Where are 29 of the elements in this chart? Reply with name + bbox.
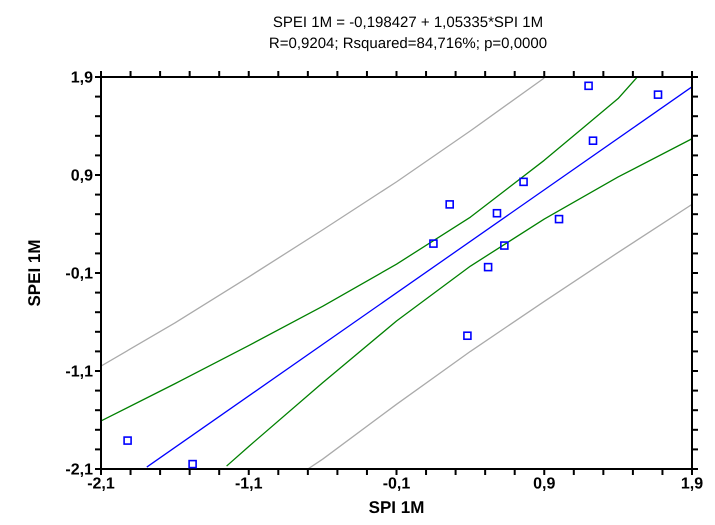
x-tick-label: 0,9: [533, 475, 556, 492]
point: [500, 241, 509, 250]
point: [463, 331, 472, 340]
point: [554, 214, 564, 224]
point: [188, 460, 197, 468]
point: [519, 178, 528, 186]
x-tick-label: 1,9: [680, 475, 704, 492]
line-series: [307, 204, 692, 469]
y-tick-label: -1,1: [65, 364, 94, 381]
point: [492, 208, 502, 218]
y-tick-label: 1,9: [70, 70, 94, 87]
point: [429, 239, 438, 248]
point: [584, 82, 593, 90]
x-tick-label: -0,1: [382, 475, 410, 492]
y-tick-label: -0,1: [65, 266, 94, 283]
point: [123, 436, 132, 445]
y-axis-title: SPEI 1M: [25, 239, 44, 307]
point: [654, 90, 662, 99]
chart-title: SPEI 1M = -0,198427 + 1,05335*SPI 1M: [272, 13, 544, 33]
point: [484, 262, 492, 272]
chart-subtitle: R=0,9204; Rsquared=84,716%; p=0,0000: [268, 34, 548, 54]
x-axis-title: SPI 1M: [368, 498, 424, 517]
line-series: [226, 138, 692, 467]
point: [588, 136, 598, 145]
line-series: [101, 77, 638, 422]
x-tick-label: -1,1: [234, 475, 263, 492]
y-tick-label: 0,9: [70, 168, 94, 185]
line-series: [101, 77, 545, 367]
point: [445, 200, 454, 209]
